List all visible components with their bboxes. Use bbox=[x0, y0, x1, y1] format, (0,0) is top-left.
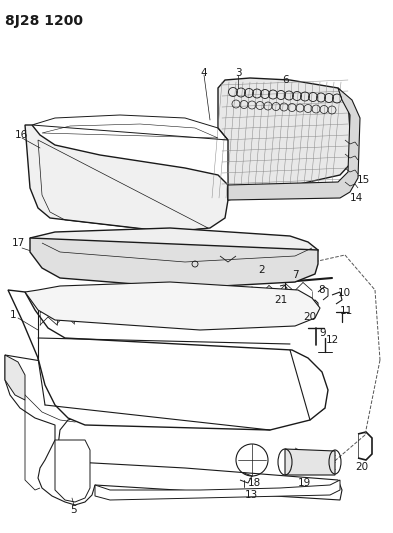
Text: 16: 16 bbox=[15, 130, 28, 140]
Text: 14: 14 bbox=[350, 193, 363, 203]
Text: 7: 7 bbox=[292, 270, 299, 280]
Text: 12: 12 bbox=[326, 335, 339, 345]
Text: 10: 10 bbox=[338, 288, 351, 298]
Text: 9: 9 bbox=[319, 328, 326, 338]
Text: 5: 5 bbox=[70, 505, 77, 515]
Polygon shape bbox=[5, 355, 25, 400]
Text: 21: 21 bbox=[274, 295, 287, 305]
Text: 20: 20 bbox=[355, 462, 368, 472]
Text: 8J28 1200: 8J28 1200 bbox=[5, 14, 83, 28]
Polygon shape bbox=[95, 480, 340, 500]
Polygon shape bbox=[285, 449, 335, 475]
Polygon shape bbox=[30, 228, 318, 274]
Text: 1: 1 bbox=[10, 310, 17, 320]
Polygon shape bbox=[25, 125, 228, 232]
Text: 19: 19 bbox=[298, 478, 311, 488]
Polygon shape bbox=[8, 290, 328, 430]
Polygon shape bbox=[5, 355, 342, 505]
Text: 17: 17 bbox=[12, 238, 25, 248]
Text: 11: 11 bbox=[340, 306, 353, 316]
Text: 6: 6 bbox=[282, 75, 288, 85]
Polygon shape bbox=[218, 78, 352, 200]
Text: 4: 4 bbox=[200, 68, 207, 78]
Polygon shape bbox=[228, 88, 360, 200]
Text: 3: 3 bbox=[235, 68, 242, 78]
Text: 15: 15 bbox=[357, 175, 370, 185]
Text: 8: 8 bbox=[318, 285, 325, 295]
Text: 20: 20 bbox=[303, 312, 316, 322]
Polygon shape bbox=[30, 238, 318, 288]
Text: 18: 18 bbox=[248, 478, 261, 488]
Polygon shape bbox=[25, 282, 320, 330]
Polygon shape bbox=[55, 440, 90, 502]
Text: 13: 13 bbox=[245, 490, 258, 500]
Text: 2: 2 bbox=[258, 265, 264, 275]
